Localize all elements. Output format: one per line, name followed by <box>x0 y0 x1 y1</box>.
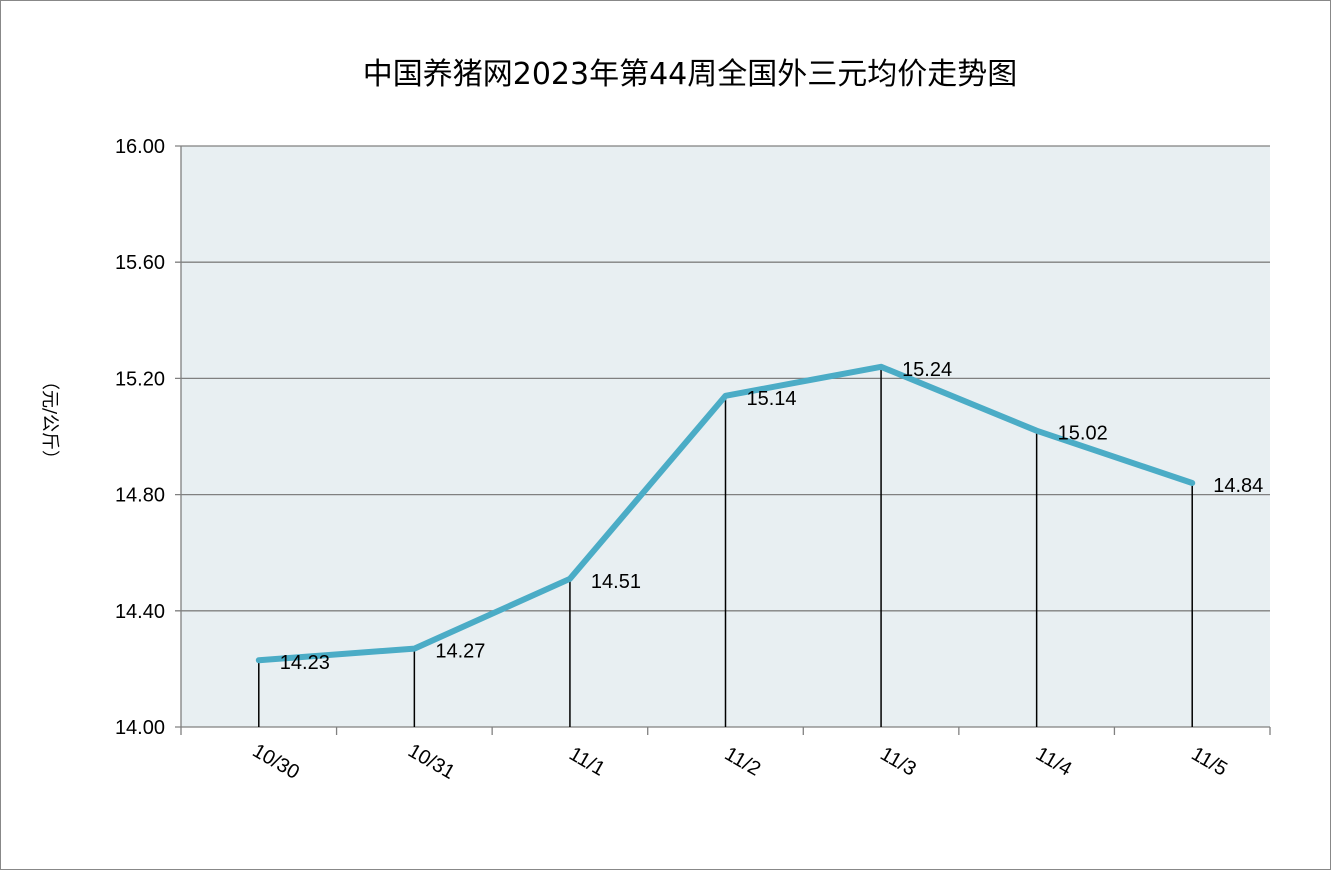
x-tick-label: 11/1 <box>565 743 608 781</box>
series-line-group <box>255 363 1196 664</box>
x-tick-label: 11/4 <box>1032 743 1075 781</box>
y-tick-label: 15.20 <box>115 368 165 390</box>
y-tick-label: 16.00 <box>115 136 165 158</box>
data-label: 15.14 <box>747 388 797 410</box>
data-point <box>1034 428 1040 434</box>
data-label: 14.84 <box>1213 475 1263 497</box>
data-point <box>723 393 728 399</box>
data-point <box>1189 480 1195 486</box>
y-axis-label: （元/公斤） <box>39 372 60 468</box>
chart-title: 中国养猪网2023年第44周全国外三元均价走势图 <box>363 57 1018 92</box>
x-tick-label: 10/31 <box>404 740 458 784</box>
data-label: 14.51 <box>591 571 641 593</box>
data-point <box>411 646 417 652</box>
gridlines <box>175 145 1271 735</box>
y-tick-label: 15.60 <box>115 252 165 274</box>
y-axis-ticks: 14.00 14.40 14.80 15.20 15.60 16.00 <box>115 136 165 739</box>
x-tick-label: 11/2 <box>721 743 764 781</box>
data-labels: 14.23 14.27 14.51 15.14 15.24 15.02 14.84 <box>280 359 1263 674</box>
data-point <box>567 576 573 582</box>
data-label: 14.23 <box>280 652 330 674</box>
y-tick-label: 14.80 <box>115 485 165 507</box>
x-tick-label: 10/30 <box>249 740 303 784</box>
drop-lines <box>258 366 1193 727</box>
y-tick-label: 14.00 <box>115 717 165 739</box>
x-axis-ticks: 10/30 10/31 11/1 11/2 11/3 11/4 11/5 <box>249 740 1231 784</box>
data-label: 14.27 <box>435 641 485 663</box>
x-tick-label: 11/3 <box>876 743 919 781</box>
data-point <box>878 364 884 370</box>
data-label: 15.02 <box>1058 423 1108 445</box>
x-tick-label: 11/5 <box>1187 743 1230 781</box>
y-tick-label: 14.40 <box>115 601 165 623</box>
data-label: 15.24 <box>902 359 952 381</box>
data-point <box>256 657 262 663</box>
